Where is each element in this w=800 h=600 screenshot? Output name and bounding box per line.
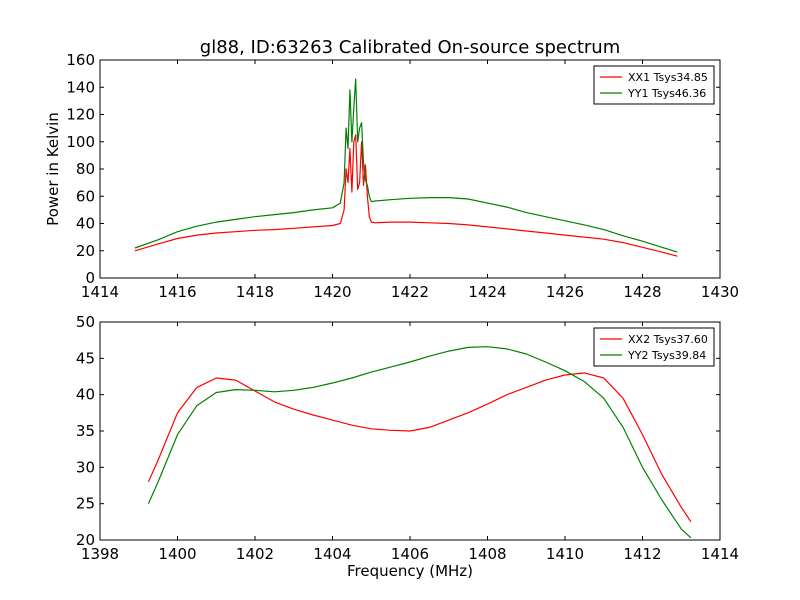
top-series-yy-line (134, 78, 678, 253)
top-y-tick-label: 0 (85, 269, 95, 287)
bottom-legend-label-yy: YY2 Tsys39.84 (627, 349, 706, 362)
top-y-tick-label: 40 (76, 215, 95, 233)
bottom-series-xx-line (147, 372, 692, 523)
top-legend-box (593, 65, 715, 105)
top-x-tick-label: 1426 (546, 283, 584, 301)
bottom-y-tick-label: 25 (76, 495, 95, 513)
bottom-x-tick-label: 1398 (81, 545, 119, 563)
bottom-y-tick-label: 30 (76, 458, 95, 476)
bottom-y-tick-label: 35 (76, 422, 95, 440)
top-x-tick-label: 1428 (623, 283, 661, 301)
top-x-tick-label: 1416 (158, 283, 196, 301)
top-y-axis-label: Power in Kelvin (44, 112, 62, 226)
top-series-xx-line (134, 134, 678, 257)
top-y-tick-label: 160 (66, 51, 95, 69)
top-y-tick-label: 140 (66, 78, 95, 96)
bottom-x-tick-label: 1404 (313, 545, 351, 563)
top-x-tick-label: 1420 (313, 283, 351, 301)
top-y-tick-label: 20 (76, 242, 95, 260)
bottom-legend-box (593, 327, 715, 367)
bottom-x-tick-label: 1402 (236, 545, 274, 563)
bottom-x-tick-label: 1414 (701, 545, 739, 563)
bottom-x-tick-label: 1408 (468, 545, 506, 563)
top-x-tick-label: 1424 (468, 283, 506, 301)
bottom-y-tick-label: 40 (76, 386, 95, 404)
bottom-y-tick-label: 50 (76, 313, 95, 331)
bottom-y-tick-label: 20 (76, 531, 95, 549)
top-legend-label-xx: XX1 Tsys34.85 (628, 71, 708, 84)
top-y-tick-label: 100 (66, 133, 95, 151)
top-panel: 1414 1416 1418 1420 1422 1424 1426 1428 1430 0 20 4… (44, 51, 739, 301)
bottom-x-tick-label: 1400 (158, 545, 196, 563)
x-axis-label: Frequency (MHz) (347, 562, 473, 580)
top-y-tick-label: 60 (76, 187, 95, 205)
bottom-legend: XX2 Tsys37.60 YY2 Tsys39.84 (593, 327, 715, 367)
top-legend-label-yy: YY1 Tsys46.36 (627, 87, 706, 100)
bottom-series-yy-line (147, 346, 692, 539)
top-x-tick-label: 1422 (391, 283, 429, 301)
top-x-tick-label: 1418 (236, 283, 274, 301)
top-legend: XX1 Tsys34.85 YY1 Tsys46.36 (593, 65, 715, 105)
bottom-legend-label-xx: XX2 Tsys37.60 (628, 333, 708, 346)
bottom-x-tick-label: 1410 (546, 545, 584, 563)
top-x-tick-label: 1430 (701, 283, 739, 301)
top-y-tick-label: 80 (76, 160, 95, 178)
bottom-x-tick-label: 1412 (623, 545, 661, 563)
bottom-y-tick-label: 45 (76, 349, 95, 367)
top-y-tick-label: 120 (66, 106, 95, 124)
bottom-x-tick-label: 1406 (391, 545, 429, 563)
figure-title: gl88, ID:63263 Calibrated On-source spec… (200, 37, 620, 58)
top-x-tick-label: 1414 (81, 283, 119, 301)
bottom-panel: 1398 1400 1402 1404 1406 1408 1410 1412 1414 20 25… (76, 313, 739, 563)
